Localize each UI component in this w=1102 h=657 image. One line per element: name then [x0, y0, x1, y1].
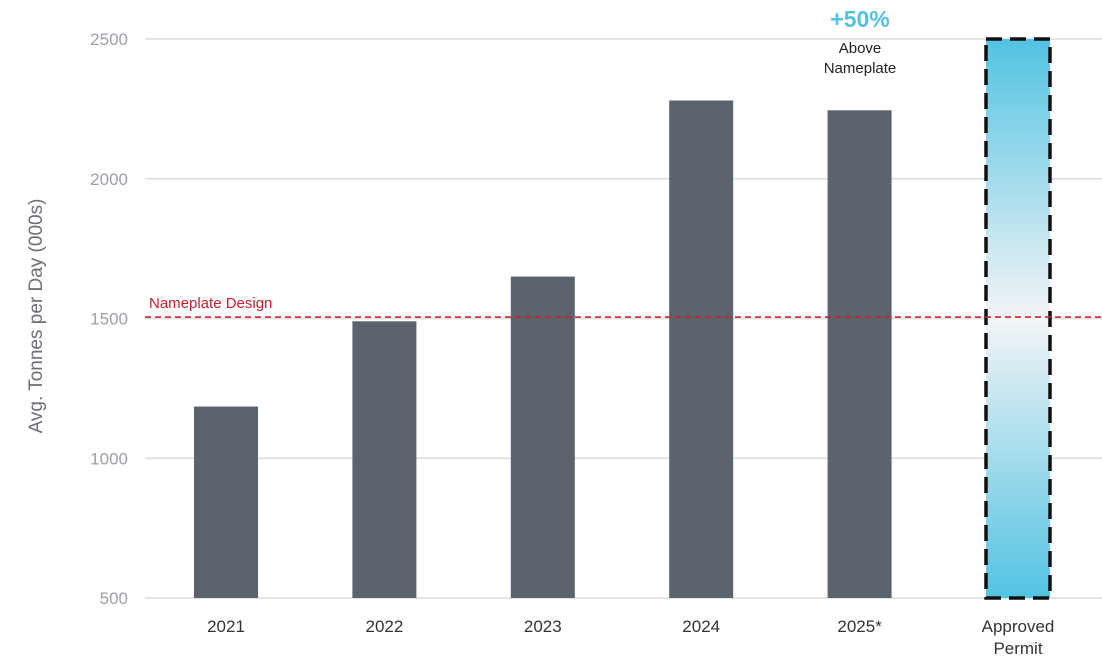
callout-percent: +50% [830, 6, 889, 32]
y-tick-label: 2000 [90, 170, 128, 189]
y-tick-label: 500 [100, 589, 128, 608]
gridlines [145, 38, 1102, 599]
nameplate-callout: +50% Above Nameplate [824, 6, 897, 77]
bar-approved-permit [986, 39, 1050, 598]
bar [510, 276, 575, 598]
x-tick-label: 2024 [682, 617, 720, 636]
x-tick-label: 2023 [524, 617, 562, 636]
bar [827, 110, 892, 599]
bar [352, 321, 417, 598]
y-axis-label: Avg. Tonnes per Day (000s) [26, 199, 47, 434]
y-tick-label: 1000 [90, 449, 128, 468]
nameplate-reference-label: Nameplate Design [149, 295, 272, 312]
reference-layer: Nameplate Design [145, 295, 1102, 318]
callout-line-nameplate: Nameplate [824, 60, 897, 77]
x-tick-label: Approved Permit [982, 617, 1055, 657]
bar [669, 100, 734, 599]
y-tick-label: 1500 [90, 310, 128, 329]
bars [194, 37, 1052, 600]
x-axis-ticks: 2021 2022 2023 2024 2025* Approved Permit [207, 617, 1054, 657]
y-tick-label: 2500 [90, 30, 128, 49]
x-tick-label: 2025* [837, 617, 882, 636]
bar [194, 406, 258, 598]
x-tick-label: 2021 [207, 617, 245, 636]
callout-line-above: Above [839, 40, 882, 57]
x-tick-label: 2022 [365, 617, 403, 636]
bar-approved-permit-outline [984, 37, 1052, 600]
y-axis-ticks: 500 1000 1500 2000 2500 [90, 30, 128, 608]
